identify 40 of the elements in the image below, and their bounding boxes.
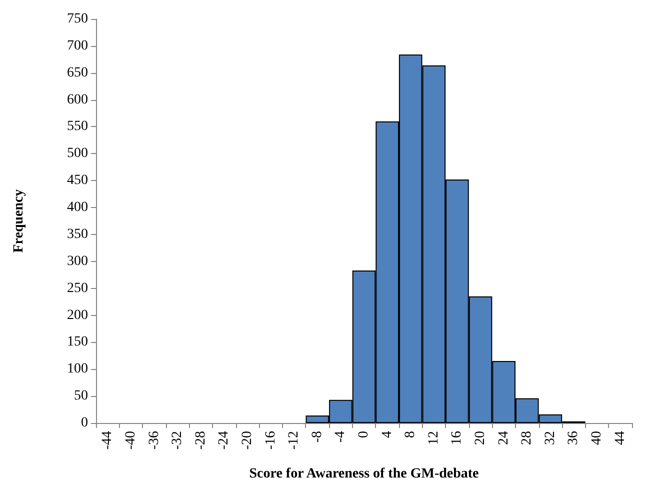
x-tick-label: 8: [403, 431, 418, 438]
y-tick-label: 600: [67, 92, 88, 108]
x-tick-label: -8: [310, 431, 325, 443]
y-tick-label: 250: [67, 280, 88, 296]
y-axis-title: Frequency: [12, 189, 26, 253]
x-tick-label: 12: [426, 431, 442, 445]
y-tick-label: 50: [74, 388, 88, 404]
x-tick-label: 24: [496, 431, 512, 445]
y-tick-label: 200: [67, 308, 88, 323]
y-tick-label: 300: [67, 254, 88, 269]
x-tick-label: 0: [356, 431, 372, 438]
x-tick-label: 4: [380, 431, 395, 438]
x-tick-label: -4: [333, 431, 348, 443]
x-tick-label: -20: [240, 431, 255, 450]
y-tick-label: 550: [67, 119, 88, 134]
x-tick-label: 44: [612, 431, 628, 445]
y-tick-label: 400: [67, 200, 88, 216]
x-tick-label: 20: [473, 431, 488, 445]
x-tick-label: -36: [146, 431, 162, 450]
x-tick-label: -12: [286, 431, 302, 450]
y-tick-label: 700: [67, 38, 88, 54]
x-tick-label: -32: [170, 431, 186, 450]
y-tick-label: 750: [67, 12, 88, 26]
x-tick-label: 32: [542, 431, 558, 445]
x-tick-label: 36: [566, 431, 582, 445]
x-axis-title: Score for Awareness of the GM-debate: [249, 466, 479, 482]
x-tick-label: -24: [216, 431, 232, 450]
x-tick-label: 40: [590, 431, 605, 445]
x-tick-label: -28: [193, 431, 208, 450]
x-tick-label: -44: [100, 431, 116, 450]
y-tick-label: 100: [67, 362, 88, 377]
x-tick-label: 28: [520, 431, 535, 445]
y-tick-label: 650: [67, 65, 88, 80]
x-tick-label: -16: [263, 431, 278, 450]
x-tick-label: -40: [123, 431, 138, 450]
y-tick-label: 150: [67, 334, 88, 350]
y-tick-label: 450: [67, 173, 88, 188]
y-tick-label: 500: [67, 146, 88, 162]
x-tick-label: 16: [450, 431, 465, 445]
y-tick-label: 350: [67, 226, 88, 242]
